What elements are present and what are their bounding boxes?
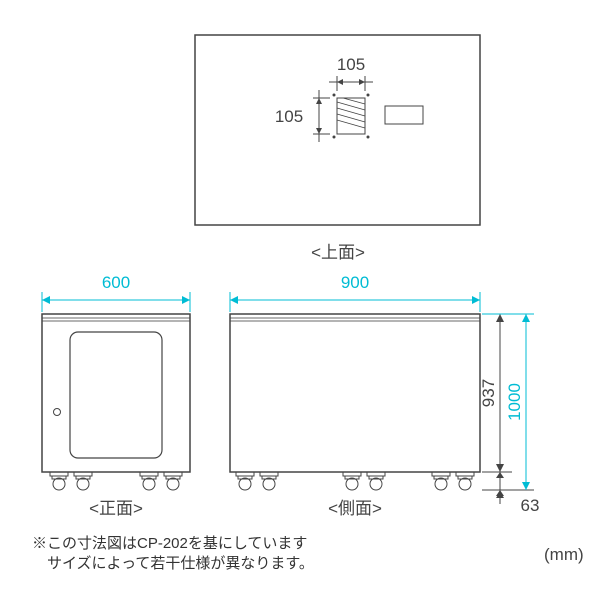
unit-label: (mm) <box>544 545 584 564</box>
caster <box>50 472 68 490</box>
side-caster-h-value: 63 <box>521 496 540 515</box>
front-width-dim: 600 <box>42 273 190 312</box>
caster <box>432 472 450 490</box>
caster <box>456 472 474 490</box>
front-view-label: <正面> <box>89 499 143 518</box>
caster <box>343 472 361 490</box>
front-view: 600 <box>42 273 190 518</box>
top-view: 105 105 <上面> <box>195 35 480 262</box>
top-view-label: <上面> <box>311 243 365 262</box>
caster <box>236 472 254 490</box>
side-width-dim: 900 <box>230 273 480 312</box>
top-dim-height: 105 <box>275 90 330 142</box>
side-view-label: <側面> <box>328 499 382 518</box>
caster <box>367 472 385 490</box>
top-width-value: 105 <box>337 55 365 74</box>
note-line1: ※この寸法図はCP-202を基にしています <box>32 535 307 552</box>
front-width-value: 600 <box>102 273 130 292</box>
caster <box>260 472 278 490</box>
side-caster-h-dim: 63 <box>482 472 539 515</box>
side-body-h-value: 937 <box>479 379 498 407</box>
side-total-h-value: 1000 <box>505 383 524 421</box>
side-view: 900 <box>230 273 539 518</box>
note-line2: サイズによって若干仕様が異なります。 <box>32 555 314 572</box>
side-width-value: 900 <box>341 273 369 292</box>
caster <box>74 472 92 490</box>
caster <box>164 472 182 490</box>
caster <box>140 472 158 490</box>
top-dim-width: 105 <box>329 55 373 91</box>
top-height-value: 105 <box>275 107 303 126</box>
